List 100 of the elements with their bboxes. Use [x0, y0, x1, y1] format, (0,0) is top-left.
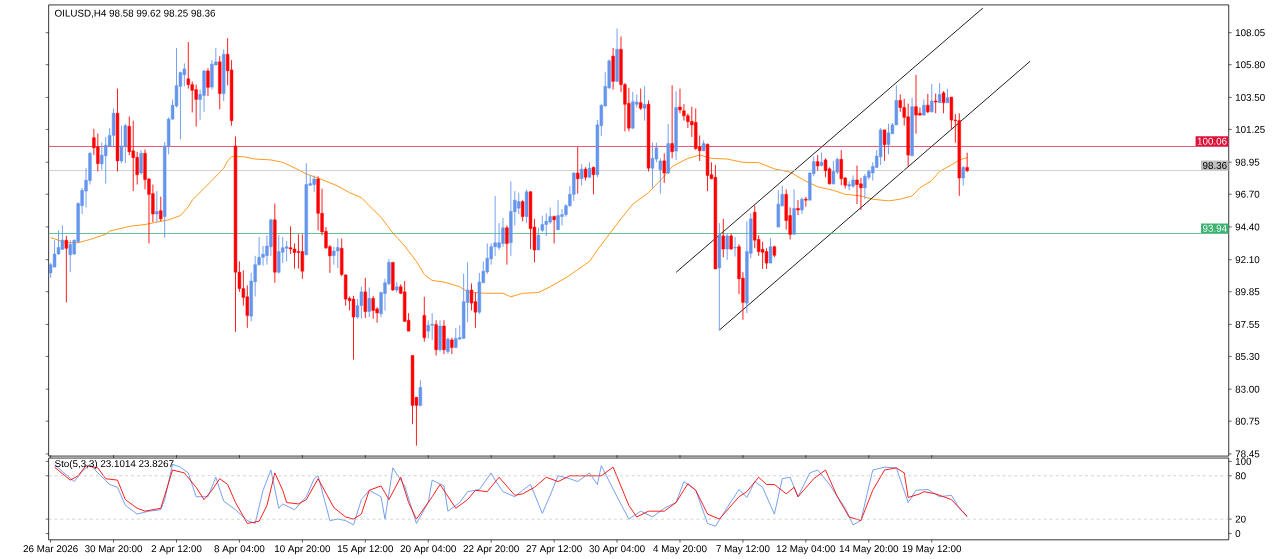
candlestick — [930, 83, 934, 114]
x-tick-label: 19 May 12:00 — [902, 545, 962, 555]
candlestick — [556, 199, 560, 232]
candlestick — [371, 295, 375, 320]
candlestick — [123, 123, 128, 164]
candlestick — [422, 296, 426, 343]
candlestick — [155, 190, 159, 223]
candlestick — [851, 175, 855, 189]
candlestick — [517, 192, 521, 215]
candlestick — [418, 380, 423, 408]
chart-title: Sto(5,3,3) 23.1014 23.8267 — [55, 460, 174, 470]
candlestick — [186, 41, 190, 90]
x-tick-label: 14 May 20:00 — [839, 545, 899, 555]
candlestick — [96, 133, 100, 173]
candlestick — [863, 173, 867, 200]
candlestick — [847, 181, 851, 192]
y-tick-label: 94.40 — [1235, 223, 1260, 231]
y-tick-label: 89.85 — [1235, 288, 1260, 296]
y-tick-label: 96.70 — [1235, 190, 1260, 198]
y-tick-label: 20 — [1235, 515, 1246, 523]
candlestick — [937, 82, 942, 104]
candlestick — [591, 166, 596, 196]
x-tick-label: 30 Mar 20:00 — [85, 545, 143, 553]
y-tick-label: 92.10 — [1235, 256, 1260, 264]
candlestick — [650, 142, 655, 189]
candlestick — [839, 149, 843, 186]
candlestick — [64, 235, 69, 304]
chart-title: OILUSD,H4 98.58 99.62 98.25 98.36 — [55, 9, 216, 19]
y-tick-label: 83.00 — [1235, 385, 1260, 393]
x-tick-label: 4 May 20:00 — [653, 545, 707, 555]
candlestick — [918, 107, 922, 117]
candlestick — [68, 239, 72, 273]
candlestick — [536, 227, 541, 251]
candlestick — [776, 190, 780, 228]
candlestick — [442, 320, 446, 355]
x-tick-label: 12 May 04:00 — [776, 545, 836, 555]
y-tick-label: 108.05 — [1235, 29, 1265, 37]
ref-line-label: 100.06 — [1197, 138, 1227, 145]
x-tick-label: 2 Apr 12:00 — [151, 545, 202, 555]
candlestick — [882, 129, 887, 162]
y-tick-label: 98.95 — [1235, 158, 1260, 166]
candlestick — [336, 238, 340, 269]
candlestick — [210, 59, 214, 91]
y-tick-label: 0 — [1235, 530, 1241, 538]
candlestick — [501, 217, 505, 248]
candlestick — [182, 63, 187, 88]
y-tick-label: 101.25 — [1235, 126, 1265, 134]
candlestick — [760, 241, 765, 270]
ref-line-label: 93.94 — [1202, 225, 1227, 233]
candlestick — [284, 240, 289, 263]
candlestick — [926, 93, 930, 114]
candlestick — [662, 153, 666, 184]
candlestick — [139, 149, 143, 176]
candlestick — [426, 320, 430, 340]
candlestick — [363, 277, 367, 319]
candlestick — [277, 234, 281, 275]
y-tick-label: 85.30 — [1235, 353, 1260, 361]
candlestick — [159, 196, 163, 222]
candlestick — [576, 146, 580, 195]
candlestick — [438, 320, 442, 353]
x-tick-label: 7 May 12:00 — [716, 545, 770, 555]
y-tick-label: 87.55 — [1235, 321, 1260, 329]
candlestick — [934, 93, 938, 114]
y-tick-label: 103.50 — [1235, 94, 1265, 102]
candlestick — [300, 234, 305, 280]
candlestick — [961, 165, 965, 187]
candlestick — [430, 312, 434, 341]
candlestick — [721, 218, 725, 258]
candlestick — [60, 225, 65, 251]
candlestick — [552, 215, 556, 245]
candlestick — [670, 85, 674, 160]
candlestick — [914, 74, 918, 135]
candlestick — [579, 163, 584, 187]
candlestick — [131, 120, 135, 192]
x-tick-label: 10 Apr 20:00 — [275, 545, 331, 555]
candlestick — [796, 199, 800, 216]
candlestick — [359, 286, 364, 320]
candlestick — [965, 152, 969, 173]
candlestick — [725, 233, 729, 261]
y-tick-label: 105.80 — [1235, 61, 1265, 69]
y-tick-label: 100 — [1235, 458, 1252, 466]
candlestick — [544, 213, 548, 237]
y-tick-label: 78.45 — [1235, 450, 1260, 458]
candlestick — [296, 234, 301, 270]
candlestick — [804, 196, 808, 208]
candlestick — [733, 236, 737, 258]
y-tick-label: 80 — [1235, 472, 1246, 480]
x-tick-label: 15 Apr 12:00 — [337, 545, 394, 555]
x-tick-label: 30 Apr 04:00 — [589, 545, 645, 555]
candlestick — [104, 136, 108, 185]
ref-line-label: 98.36 — [1202, 162, 1227, 170]
candlestick — [520, 199, 525, 222]
candlestick — [367, 287, 371, 318]
y-tick-label: 80.75 — [1235, 417, 1260, 425]
x-tick-label: 8 Apr 04:00 — [214, 545, 265, 555]
x-tick-label: 20 Apr 04:00 — [400, 545, 456, 555]
x-tick-label: 27 Apr 12:00 — [526, 545, 582, 555]
candlestick — [119, 125, 124, 164]
candlestick — [206, 68, 210, 97]
candlestick — [505, 225, 509, 266]
